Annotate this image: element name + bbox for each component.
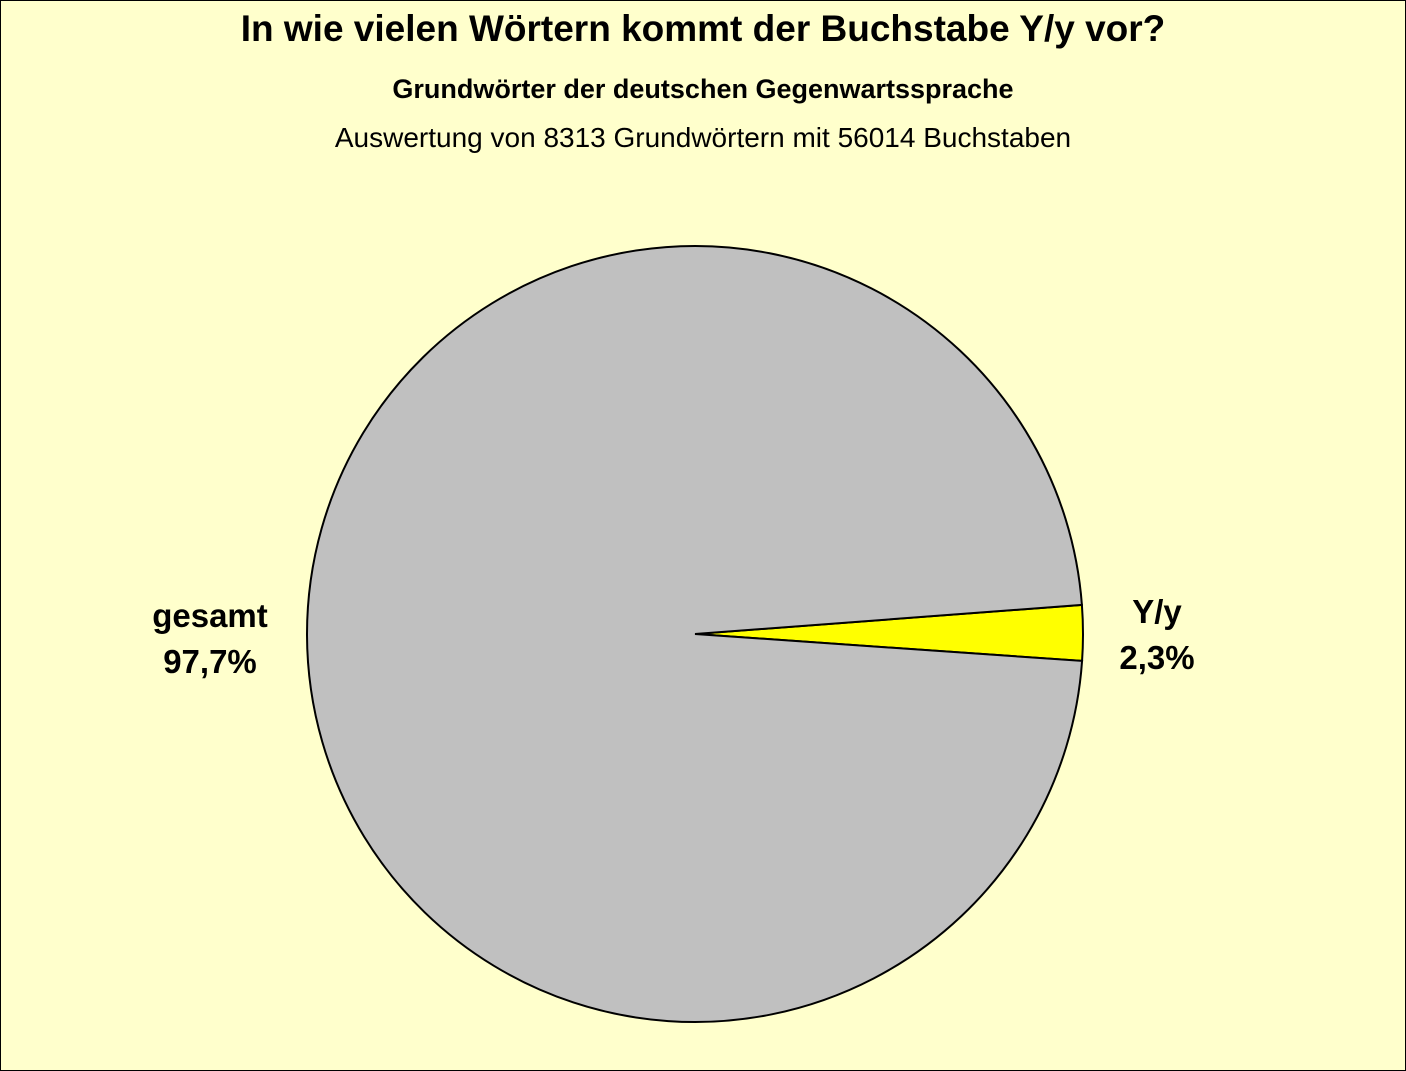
chart-title: In wie vielen Wörtern kommt der Buchstab… — [240, 8, 1166, 49]
chart-subtitle: Grundwörter der deutschen Gegenwartsspra… — [392, 74, 1014, 104]
pie-slice-gesamt — [306, 245, 1084, 1023]
chart-subtitle-2: Auswertung von 8313 Grundwörtern mit 560… — [334, 122, 1072, 153]
slice-label-yy: Y/y — [1132, 593, 1182, 630]
slice-value-gesamt: 97,7% — [163, 643, 257, 680]
slice-label-gesamt: gesamt — [152, 597, 268, 634]
slice-value-yy: 2,3% — [1119, 639, 1194, 676]
